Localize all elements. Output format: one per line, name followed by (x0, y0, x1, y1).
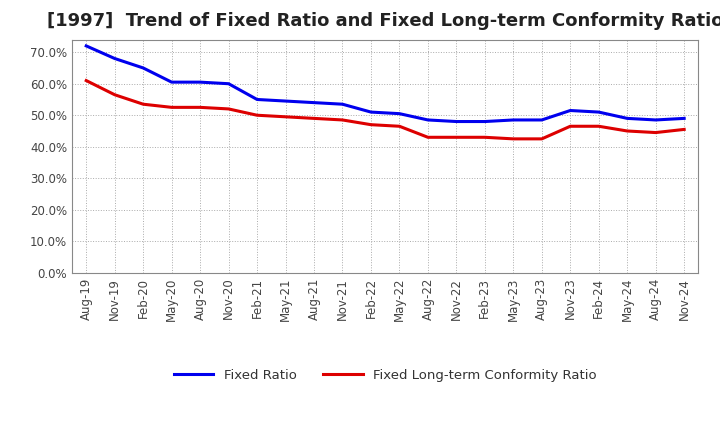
Line: Fixed Ratio: Fixed Ratio (86, 46, 684, 121)
Fixed Long-term Conformity Ratio (509, 136, 518, 142)
Fixed Long-term Conformity Ratio (196, 105, 204, 110)
Fixed Long-term Conformity Ratio (423, 135, 432, 140)
Fixed Ratio (253, 97, 261, 102)
Fixed Long-term Conformity Ratio (452, 135, 461, 140)
Fixed Ratio (225, 81, 233, 86)
Fixed Ratio (196, 80, 204, 85)
Fixed Ratio (652, 117, 660, 123)
Fixed Long-term Conformity Ratio (680, 127, 688, 132)
Fixed Ratio (509, 117, 518, 123)
Fixed Ratio (623, 116, 631, 121)
Fixed Long-term Conformity Ratio (225, 106, 233, 112)
Fixed Ratio (167, 80, 176, 85)
Fixed Long-term Conformity Ratio (395, 124, 404, 129)
Line: Fixed Long-term Conformity Ratio: Fixed Long-term Conformity Ratio (86, 81, 684, 139)
Fixed Long-term Conformity Ratio (366, 122, 375, 127)
Fixed Long-term Conformity Ratio (652, 130, 660, 135)
Title: [1997]  Trend of Fixed Ratio and Fixed Long-term Conformity Ratio: [1997] Trend of Fixed Ratio and Fixed Lo… (47, 12, 720, 30)
Fixed Ratio (110, 56, 119, 61)
Fixed Long-term Conformity Ratio (139, 102, 148, 107)
Fixed Ratio (139, 65, 148, 70)
Fixed Ratio (82, 43, 91, 48)
Fixed Ratio (452, 119, 461, 124)
Fixed Long-term Conformity Ratio (566, 124, 575, 129)
Legend: Fixed Ratio, Fixed Long-term Conformity Ratio: Fixed Ratio, Fixed Long-term Conformity … (168, 364, 602, 388)
Fixed Ratio (595, 110, 603, 115)
Fixed Ratio (395, 111, 404, 116)
Fixed Long-term Conformity Ratio (253, 113, 261, 118)
Fixed Long-term Conformity Ratio (338, 117, 347, 123)
Fixed Ratio (480, 119, 489, 124)
Fixed Long-term Conformity Ratio (310, 116, 318, 121)
Fixed Long-term Conformity Ratio (282, 114, 290, 119)
Fixed Ratio (338, 102, 347, 107)
Fixed Long-term Conformity Ratio (537, 136, 546, 142)
Fixed Ratio (366, 110, 375, 115)
Fixed Long-term Conformity Ratio (623, 128, 631, 134)
Fixed Long-term Conformity Ratio (480, 135, 489, 140)
Fixed Ratio (566, 108, 575, 113)
Fixed Ratio (680, 116, 688, 121)
Fixed Long-term Conformity Ratio (595, 124, 603, 129)
Fixed Ratio (282, 99, 290, 104)
Fixed Ratio (423, 117, 432, 123)
Fixed Long-term Conformity Ratio (167, 105, 176, 110)
Fixed Long-term Conformity Ratio (82, 78, 91, 83)
Fixed Ratio (537, 117, 546, 123)
Fixed Long-term Conformity Ratio (110, 92, 119, 97)
Fixed Ratio (310, 100, 318, 105)
